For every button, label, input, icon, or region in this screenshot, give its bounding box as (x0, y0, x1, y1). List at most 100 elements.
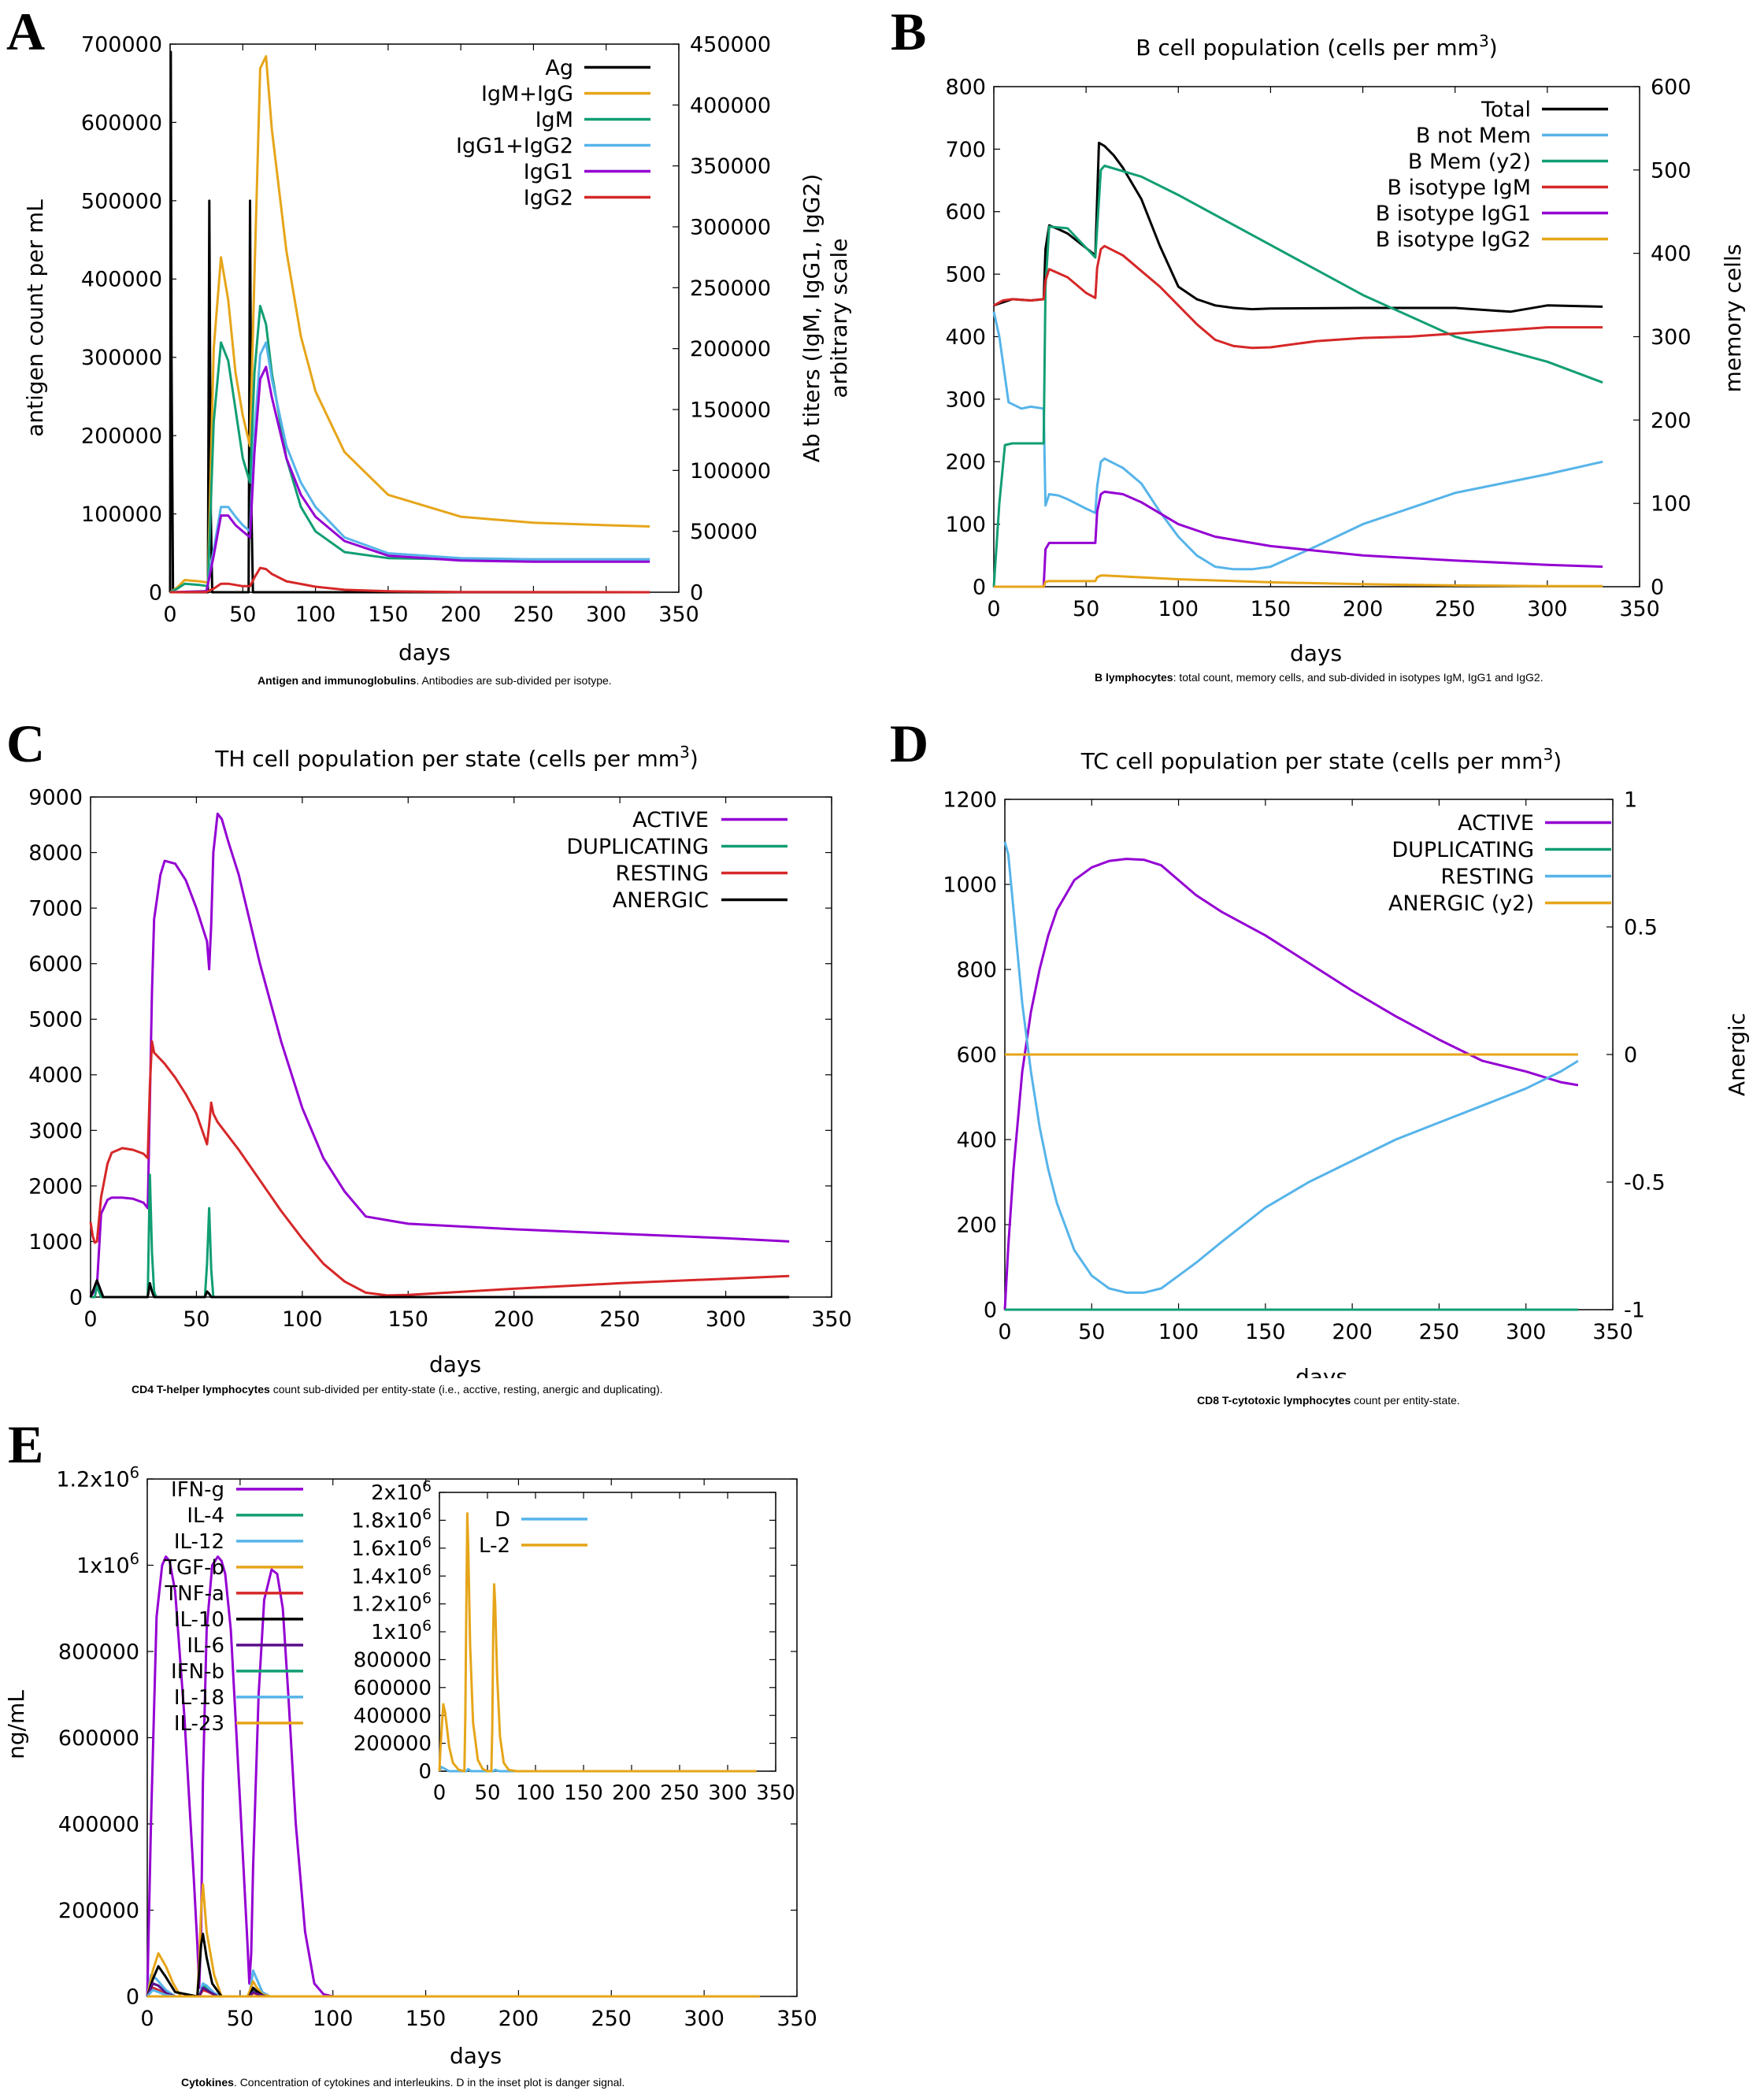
chart-c-x-tick-label: 300 (706, 1307, 747, 1332)
chart-b-y2-tick-label: 600 (1651, 75, 1692, 99)
chart-b-legend-label: B Mem (y2) (1408, 150, 1531, 174)
chart-c-x-tick-label: 250 (599, 1307, 640, 1332)
chart-c-title: TH cell population per state (cells per … (214, 743, 699, 772)
chart-b-y-tick-label: 400 (945, 325, 986, 350)
chart-b-y-tick-label: 0 (973, 575, 986, 599)
chart-e-x-tick-label: 300 (684, 2007, 724, 2031)
chart-e-y-tick-label: 1.2x106 (56, 1464, 139, 1492)
chart-b-y2-axis-label: memory cells (1720, 244, 1746, 393)
caption-e: Cytokines. Concentration of cytokines an… (181, 2076, 624, 2089)
chart-e-x-tick-label: 250 (591, 2007, 632, 2031)
chart-a-y-tick-label: 100000 (81, 502, 162, 527)
chart-c-legend-label: DUPLICATING (566, 835, 709, 859)
chart-b-y-tick-label: 100 (945, 513, 986, 537)
chart-b-legend-label: Total (1480, 98, 1531, 122)
chart-d-x-tick-label: 0 (998, 1320, 1011, 1344)
chart-b-y2-tick-label: 400 (1651, 242, 1692, 266)
chart-b-y-tick-label: 600 (945, 200, 986, 224)
chart-d-y2-tick-label: 1 (1624, 788, 1637, 812)
chart-d-x-tick-label: 100 (1158, 1320, 1199, 1344)
chart-a-y2-tick-label: 350000 (690, 154, 771, 179)
chart-e-x-tick-label: 100 (313, 2007, 354, 2031)
chart-a: 0 50 100 150 200 250 300 3500100000200000300000… (22, 32, 852, 665)
panel-label-b: B (891, 2, 927, 61)
chart-b-series-line-b-isotype-igm (993, 244, 1603, 350)
chart-a-y-tick-label: 700000 (81, 32, 162, 57)
chart-a-y2-tick-label: 150000 (690, 398, 771, 422)
chart-e-legend-label: IL-12 (174, 1530, 224, 1554)
chart-b-y2-tick-label: 0 (1651, 575, 1664, 599)
chart-e-inset-x-tick-label: 350 (756, 1781, 795, 1805)
chart-a-legend-label: IgM (536, 108, 573, 132)
chart-e-inset-y-tick-label: 1.8x106 (351, 1507, 432, 1533)
chart-b-x-tick-label: 150 (1251, 597, 1292, 621)
chart-e-series-line-tgf-b (146, 1883, 760, 1998)
chart-c-y-tick-label: 4000 (28, 1063, 83, 1088)
chart-e-inset-y-tick-label: 400000 (354, 1704, 432, 1728)
chart-e-legend-label: IFN-b (171, 1660, 224, 1684)
chart-d-y-tick-label: 1200 (943, 788, 997, 812)
chart-e-inset-series-line-l-2 (438, 1512, 757, 1773)
chart-c-y-tick-label: 8000 (28, 841, 83, 866)
chart-a-legend-label: IgG1 (524, 160, 573, 184)
chart-d-y-tick-label: 1000 (943, 873, 997, 897)
chart-b-y2-tick-label: 100 (1651, 492, 1692, 517)
panel-a: A 0 50 100 150 200 250 300 350 0 100000 200000 3000… (0, 0, 882, 701)
chart-e-x-tick-label: 200 (498, 2007, 539, 2031)
chart-b-x-axis-label: days (1290, 640, 1342, 666)
chart-a-x-tick-label: 50 (229, 602, 256, 627)
chart-e-legend-label: IL-4 (187, 1504, 224, 1528)
chart-a-y2-tick-label: 50000 (690, 520, 758, 544)
chart-b-x-tick-label: 50 (1073, 597, 1099, 621)
chart-d-x-axis-label: days (1295, 1364, 1347, 1378)
chart-e-inset-y-tick-label: 600000 (354, 1677, 432, 1700)
chart-c-series-line-duplicating (91, 1173, 790, 1299)
chart-e-y-axis-label: ng/mL (3, 1690, 29, 1759)
chart-d-y-tick-label: 800 (956, 958, 997, 982)
chart-b-x-tick-label: 200 (1343, 597, 1384, 621)
chart-e-x-axis-label: days (450, 2043, 502, 2069)
caption-b-text: : total count, memory cells, and sub-div… (1173, 671, 1544, 684)
chart-e-inset-series-line-d (438, 1766, 757, 1773)
chart-d-y2-tick-label: 0.5 (1624, 915, 1658, 940)
chart-e-inset-x-tick-label: 300 (708, 1781, 747, 1805)
chart-a-y-axis-label: antigen count per mL (22, 199, 48, 437)
chart-c-y-tick-label: 9000 (28, 785, 83, 810)
chart-e-y-tick-label: 800000 (58, 1640, 139, 1664)
caption-e-text: . Concentration of cytokines and interle… (233, 2076, 625, 2089)
chart-d-y-tick-label: 600 (956, 1043, 997, 1067)
chart-e-inset-x-tick-label: 250 (660, 1781, 699, 1805)
chart-e-legend-label: IL-18 (174, 1686, 224, 1710)
chart-b-y2-tick-label: 500 (1651, 158, 1692, 183)
chart-c-y-tick-label: 5000 (28, 1008, 83, 1032)
chart-e-series-line-tnf-a (146, 1986, 760, 1998)
chart-c-legend-label: ANERGIC (613, 888, 709, 913)
chart-b-series-line-total (993, 141, 1603, 313)
chart-e-x-tick-label: 350 (776, 2007, 817, 2031)
caption-a-bold: Antigen and immunoglobulins (258, 674, 417, 687)
chart-e: 0 50 100 150 200 250 300 350 0 200000 400000 600000… (3, 1464, 817, 2069)
chart-e-inset-x-tick-label: 150 (564, 1781, 603, 1805)
chart-a-y2-tick-label: 0 (690, 580, 703, 605)
chart-d-title: TC cell population per state (cells per … (1080, 745, 1562, 774)
chart-e-inset-y-tick-label: 800000 (354, 1649, 432, 1673)
caption-d-bold: CD8 T-cytotoxic lymphocytes (1197, 1394, 1351, 1407)
chart-a-x-tick-label: 250 (513, 602, 554, 627)
chart-d-y2-tick-label: -1 (1624, 1298, 1645, 1322)
chart-a-series-line-igg2 (169, 566, 650, 594)
chart-d-x-tick-label: 50 (1078, 1320, 1105, 1344)
chart-c-x-tick-label: 50 (183, 1307, 209, 1332)
chart-a-series-line-igg1-igg2 (169, 341, 650, 594)
caption-c-text: count sub-divided per entity-state (i.e.… (269, 1383, 663, 1396)
chart-a-x-tick-label: 0 (163, 602, 176, 627)
chart-e-inset-y-tick-label: 2x106 (371, 1479, 432, 1505)
chart-b-y2-tick-label: 300 (1651, 325, 1692, 350)
chart-e-y-tick-label: 600000 (58, 1726, 139, 1751)
chart-a-series-line-igm-igg (169, 55, 650, 594)
chart-c-x-tick-label: 150 (388, 1307, 429, 1332)
chart-e-y-tick-label: 0 (126, 1985, 139, 2009)
chart-e-inset-y-tick-label: 200000 (354, 1733, 432, 1756)
chart-a-legend-label: IgM+IgG (481, 82, 573, 106)
chart-a-y2-tick-label: 450000 (690, 32, 771, 57)
chart-e-inset-y-tick-label: 1.6x106 (351, 1535, 432, 1561)
